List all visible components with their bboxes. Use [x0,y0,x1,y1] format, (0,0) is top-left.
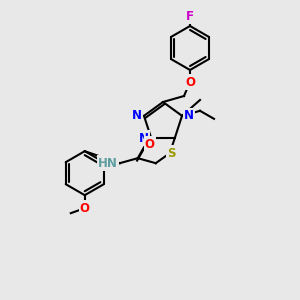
Text: F: F [186,10,194,22]
Text: N: N [132,109,142,122]
Text: N: N [139,132,149,145]
Text: S: S [167,147,176,160]
Text: O: O [145,138,155,151]
Text: O: O [80,202,90,215]
Text: N: N [184,109,194,122]
Text: HN: HN [98,157,118,170]
Text: O: O [185,76,195,88]
